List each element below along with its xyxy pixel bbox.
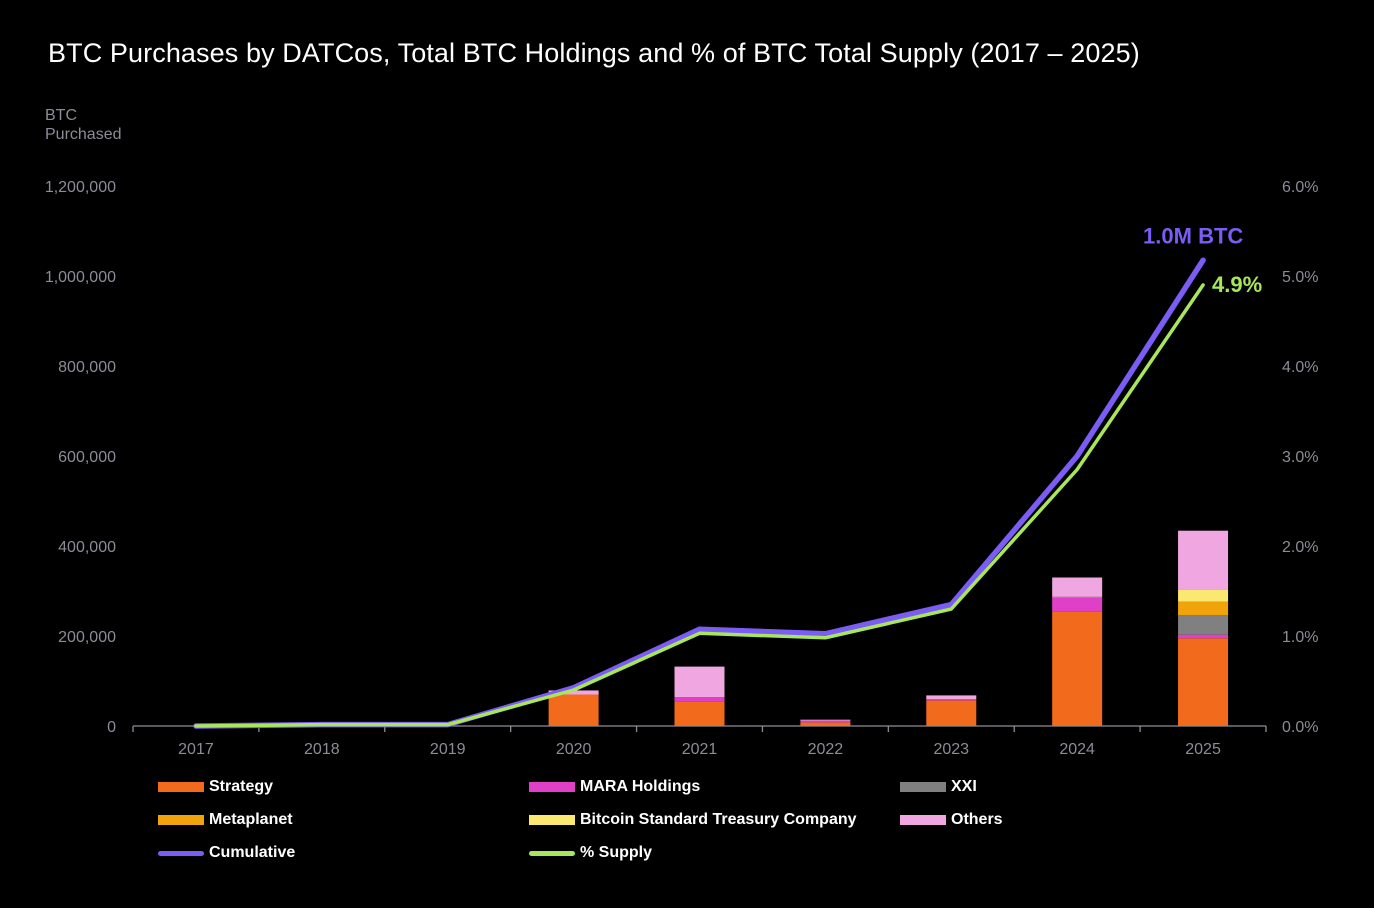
legend-swatch — [900, 815, 946, 825]
bar-others — [926, 695, 977, 699]
bar-mara-holdings — [674, 697, 725, 702]
y-tick-label: 0 — [107, 719, 116, 736]
legend-item-bitcoin-standard-treasury-company: Bitcoin Standard Treasury Company — [529, 811, 857, 829]
y2-tick-label: 4.0% — [1282, 359, 1318, 376]
x-tick-label: 2022 — [808, 741, 844, 758]
y2-tick-label: 0.0% — [1282, 719, 1318, 736]
legend-label: Strategy — [209, 778, 274, 795]
legend-swatch — [529, 782, 575, 792]
y2-tick-label: 3.0% — [1282, 449, 1318, 466]
x-tick-label: 2023 — [933, 741, 969, 758]
bar-others — [548, 690, 599, 695]
x-axis: 2017 2018 2019 2020 2021 2022 2023 2024 2025 — [132, 725, 1267, 758]
legend-swatch — [158, 782, 204, 792]
bar-bitcoin-standard-treasury-company — [1178, 589, 1229, 602]
legend-item-mara-holdings: MARA Holdings — [529, 778, 700, 796]
legend-swatch — [529, 850, 575, 856]
annotation-supply: 4.9% — [1212, 272, 1262, 297]
y2-tick-label: 2.0% — [1282, 539, 1318, 556]
line-supply — [194, 283, 1205, 728]
y-axis-label-line: Purchased — [45, 126, 122, 143]
bar-series — [548, 530, 1229, 726]
bar-metaplanet — [1178, 601, 1229, 616]
y-axis-left: 0 200,000 400,000 600,000 800,000 1,000,000 1,… — [45, 179, 116, 736]
x-tick-label: 2021 — [682, 741, 718, 758]
bar-others — [1178, 530, 1229, 590]
legend-item-strategy: Strategy — [158, 778, 273, 796]
y-tick-label: 400,000 — [58, 539, 116, 556]
y-axis-right: 0.0% 1.0% 2.0% 3.0% 4.0% 5.0% 6.0% — [1282, 179, 1318, 736]
legend-label: MARA Holdings — [580, 778, 701, 795]
y-tick-label: 1,200,000 — [45, 179, 116, 196]
y-axis-label-line: BTC — [45, 107, 77, 124]
y2-tick-label: 1.0% — [1282, 629, 1318, 646]
bar-mara-holdings — [1052, 597, 1103, 612]
legend-swatch — [900, 782, 946, 792]
y-tick-label: 1,000,000 — [45, 269, 116, 286]
legend-label: Others — [951, 811, 1003, 828]
bar-strategy — [1178, 638, 1229, 726]
legend-swatch — [158, 850, 204, 856]
legend-item-cumulative: Cumulative — [158, 844, 295, 862]
bar-mara-holdings — [926, 699, 977, 701]
y-tick-label: 600,000 — [58, 449, 116, 466]
legend-swatch — [158, 815, 204, 825]
x-tick-label: 2017 — [178, 741, 214, 758]
x-tick-label: 2019 — [430, 741, 466, 758]
chart-title: BTC Purchases by DATCos, Total BTC Holdi… — [48, 38, 1140, 68]
chart-legend: Strategy MARA Holdings XXI Metaplanet Bitcoi… — [158, 778, 1258, 888]
legend-label: Cumulative — [209, 844, 296, 861]
y-tick-label: 200,000 — [58, 629, 116, 646]
legend-label: Metaplanet — [209, 811, 293, 828]
line-cumulative — [193, 257, 1206, 729]
x-tick-label: 2020 — [556, 741, 592, 758]
legend-label: XXI — [951, 778, 977, 795]
legend-item-metaplanet: Metaplanet — [158, 811, 293, 829]
annotations: 1.0M BTC 4.9% — [1143, 223, 1262, 297]
y-tick-label: 800,000 — [58, 359, 116, 376]
bar-mara-holdings — [1178, 634, 1229, 639]
bar-strategy — [926, 700, 977, 726]
x-tick-label: 2018 — [304, 741, 340, 758]
x-tick-label: 2025 — [1185, 741, 1221, 758]
legend-swatch — [529, 815, 575, 825]
bar-others — [674, 666, 725, 698]
bar-others — [800, 719, 851, 721]
bar-strategy — [674, 701, 725, 726]
bar-strategy — [800, 722, 851, 726]
bar-metaplanet — [1052, 596, 1103, 598]
bar-xxi — [1178, 615, 1229, 635]
legend-item-xxi: XXI — [900, 778, 977, 796]
y-axis-label: BTC Purchased — [45, 107, 122, 143]
y2-tick-label: 5.0% — [1282, 269, 1318, 286]
bar-strategy — [1052, 611, 1103, 726]
bar-strategy — [548, 694, 599, 726]
bar-others — [1052, 577, 1103, 597]
x-tick-label: 2024 — [1059, 741, 1095, 758]
bar-mara-holdings — [800, 720, 851, 723]
legend-label: Bitcoin Standard Treasury Company — [580, 811, 857, 828]
legend-label: % Supply — [580, 844, 653, 861]
legend-item-supply: % Supply — [529, 844, 652, 862]
y2-tick-label: 6.0% — [1282, 179, 1318, 196]
line-series — [193, 257, 1206, 729]
annotation-cumulative: 1.0M BTC — [1143, 223, 1243, 248]
legend-item-others: Others — [900, 811, 1003, 829]
